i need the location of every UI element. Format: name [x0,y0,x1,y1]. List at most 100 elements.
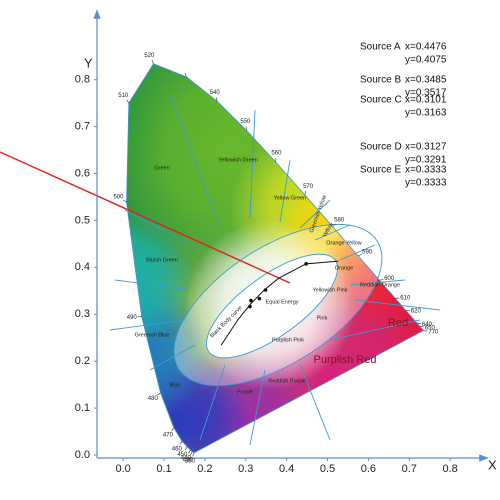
region-label: Orange Yellow [326,240,361,246]
source-point [248,304,252,309]
region-label: Greenish Blue [135,332,170,338]
wavelength-label: 580 [334,217,345,223]
locus-tick [423,330,428,332]
region-boundaries [109,94,441,446]
region-label: Blue [169,382,180,388]
region-label: Yellow Green [274,195,307,201]
wavelength-label: 500 [113,195,124,201]
source-name: Source C [360,95,402,106]
y-tick-label: 0.5 [75,214,90,226]
wavelength-label: 540 [210,90,221,96]
wavelength-label: 600 [384,276,395,282]
locus-tick [123,199,127,203]
locus-tick [188,449,191,454]
source-x: x=0.3333 [405,165,447,176]
wavelength-label: 440 [181,455,192,461]
x-tick-label: 0.5 [320,463,335,475]
source-point [257,296,262,301]
region-label: Yellowish Pink [313,287,348,293]
y-tick-label: 0.1 [75,402,90,414]
source-point [249,298,253,303]
locus-tick [358,253,362,257]
region-label: Orange [335,265,353,271]
x-tick-label: 0.8 [443,463,458,475]
wavelength-label: 650 [425,325,436,331]
y-tick-label: 0.7 [75,121,90,133]
wavelength-label: 470 [163,433,174,439]
y-tick-label: 0.2 [75,355,90,367]
wavelength-label: 570 [303,184,314,190]
x-tick-label: 0.4 [279,463,294,475]
y-tick-label: 0.3 [75,308,90,320]
source-y: y=0.3333 [405,178,447,189]
wavelength-label: 620 [411,308,422,314]
source-x: x=0.3485 [405,75,447,86]
x-tick-label: 0.3 [238,463,253,475]
x-tick-label: 0.1 [156,463,171,475]
x-tick-label: 0.7 [402,463,417,475]
x-tick-label: 0.0 [116,463,131,475]
source-y: y=0.4075 [405,55,447,66]
locus-tick [192,452,195,457]
red-line [0,151,291,284]
region-label: Red [388,317,408,329]
region-label: Purplish Red [314,354,377,366]
source-point [304,262,308,266]
locus-tick [215,97,218,102]
source-y: y=0.3291 [405,155,447,166]
locus-tick [419,326,424,328]
wavelength-label: 550 [240,119,251,125]
region-label: Reddish Purple [268,378,306,384]
wavelength-label: 590 [362,249,373,255]
source-x: x=0.3101 [405,95,447,106]
color-blob [126,210,195,350]
source-name: Source A [360,42,401,53]
locus-tick [304,190,307,195]
wavelength-label: 480 [148,396,159,402]
locus-tick [379,279,384,281]
y-tick-label: 0.6 [75,167,90,179]
source-name: Source D [360,142,402,153]
wavelength-label: 770 [428,330,439,336]
locus-tick [184,73,187,78]
x-axis-label: X [488,457,497,472]
wavelength-label: 520 [144,53,155,59]
y-axis-label: Y [84,55,93,70]
x-tick-label: 0.2 [197,463,212,475]
region-label: Reddish Orange [360,282,400,288]
source-name: Source B [360,75,401,86]
region-label: Pink [317,315,328,321]
wavelength-label: 380 [185,458,196,464]
wavelength-label: 510 [118,93,129,99]
y-tick-label: 0.4 [75,261,90,273]
locus-tick [157,392,161,396]
equal-energy-label: Equal Energy [265,299,298,305]
locus-tick [171,427,175,432]
region-label: Yellowish Green [218,157,258,163]
wavelength-label: 560 [271,151,282,157]
source-x: x=0.4476 [405,42,447,53]
region-label: Purplish Pink [272,337,304,343]
locus-tick [151,60,154,64]
source-point [263,288,268,292]
x-tick-label: 0.6 [361,463,376,475]
y-tick-label: 0.0 [75,449,90,461]
region-label: Green [154,165,169,171]
region-label: Bluish Green [146,257,178,263]
source-y: y=0.3517 [405,88,447,99]
locus-tick [332,223,336,227]
source-y: y=0.3163 [405,108,447,119]
wavelength-label: 450 [177,452,188,458]
y-tick-label: 0.8 [75,74,90,86]
wavelength-label: 640 [422,322,433,328]
region-label: Purple [237,389,253,395]
wavelength-label: 430 [183,457,194,463]
wavelength-label: 460 [172,446,183,452]
wavelength-label: 610 [400,295,411,301]
locus-tick [179,440,183,445]
source-name: Source E [360,165,401,176]
wavelength-label: 490 [127,315,138,321]
locus-tick [184,446,188,451]
locus-tick [190,451,193,456]
